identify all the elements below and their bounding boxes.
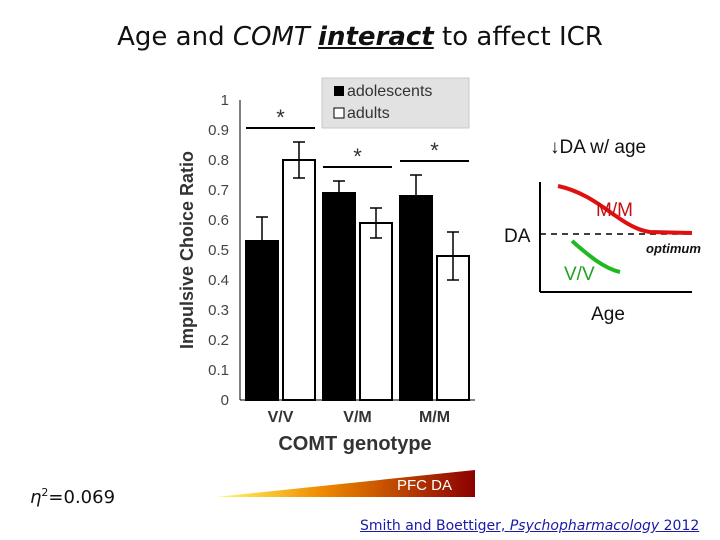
y-axis-label: Impulsive Choice Ratio bbox=[177, 151, 197, 349]
error-bar bbox=[410, 174, 422, 218]
eta-symbol: η bbox=[30, 487, 42, 508]
significance-star: * bbox=[276, 105, 285, 130]
citation-journal: Psychopharmacology bbox=[509, 518, 660, 534]
legend-label-adults: adults bbox=[347, 105, 390, 122]
pfc-da-gradient bbox=[216, 470, 475, 497]
citation-year: 2012 bbox=[659, 518, 700, 534]
error-bar bbox=[256, 216, 268, 266]
error-bar bbox=[370, 207, 382, 239]
error-bar bbox=[447, 231, 459, 281]
title-part2: to affect ICR bbox=[433, 22, 603, 52]
x-axis-label: COMT genotype bbox=[278, 433, 431, 455]
bar-adolescents-M/M bbox=[399, 195, 433, 401]
schematic-x-label: Age bbox=[591, 304, 625, 325]
significance-marks: * * * bbox=[246, 105, 469, 169]
schematic-title: ↓DA w/ age bbox=[550, 137, 646, 158]
error-bar bbox=[333, 180, 345, 206]
legend: adolescents adults bbox=[321, 77, 470, 129]
citation-link[interactable]: Smith and Boettiger, Psychopharmacology … bbox=[360, 518, 699, 534]
x-tick-label: M/M bbox=[419, 409, 450, 426]
y-tick-label: 0.4 bbox=[208, 272, 229, 289]
x-tick-label: V/M bbox=[343, 409, 371, 426]
x-tick-label: V/V bbox=[268, 409, 294, 426]
eta-superscript: 2 bbox=[41, 486, 49, 499]
error-bars bbox=[256, 141, 459, 281]
bars bbox=[245, 159, 470, 401]
schematic-y-label: DA bbox=[504, 226, 531, 247]
bar-adults-V/M bbox=[359, 222, 393, 401]
schematic: ↓DA w/ age DA M/M V/V optimum Age bbox=[504, 137, 701, 325]
y-tick-label: 0.5 bbox=[208, 242, 229, 259]
title-gene: COMT bbox=[232, 22, 310, 52]
x-tick-labels: V/V V/M M/M bbox=[268, 409, 450, 426]
effect-size-label: η2=0.069 bbox=[30, 486, 115, 508]
y-tick-label: 0.6 bbox=[208, 212, 229, 229]
legend-swatch-adults bbox=[333, 107, 345, 119]
citation-authors: Smith and Boettiger, bbox=[360, 518, 510, 534]
y-tick-label: 0.8 bbox=[208, 152, 229, 169]
eta-value: =0.069 bbox=[48, 487, 116, 508]
bar-adults-V/V bbox=[282, 159, 316, 401]
error-bar bbox=[293, 141, 305, 179]
significance-star: * bbox=[353, 144, 362, 169]
bar-adolescents-V/V bbox=[245, 240, 279, 401]
schematic-vv-label: V/V bbox=[564, 264, 595, 285]
pfc-da-label: PFC DA bbox=[397, 477, 452, 494]
y-tick-label: 0.1 bbox=[208, 362, 229, 379]
legend-box bbox=[321, 77, 470, 129]
schematic-vv-curve bbox=[570, 239, 621, 274]
y-tick-label: 0.2 bbox=[208, 332, 229, 349]
y-tick-label: 0.7 bbox=[208, 182, 229, 199]
schematic-mm-label: M/M bbox=[596, 200, 633, 221]
y-tick-label: 0.9 bbox=[208, 122, 229, 139]
y-tick-label: 0 bbox=[221, 392, 229, 409]
slide-title: Age and COMT interact to affect ICR bbox=[0, 22, 720, 52]
y-tick-labels: 0 0.1 0.2 0.3 0.4 0.5 0.6 0.7 0.8 0.9 1 bbox=[208, 92, 229, 409]
significance-star: * bbox=[430, 138, 439, 163]
y-tick-label: 1 bbox=[221, 92, 229, 109]
bar-adolescents-V/M bbox=[322, 192, 356, 401]
y-tick-label: 0.3 bbox=[208, 302, 229, 319]
schematic-optimum-label: optimum bbox=[646, 241, 701, 256]
title-part1: Age and bbox=[117, 22, 233, 52]
schematic-mm-curve bbox=[557, 184, 693, 235]
title-emphasis: interact bbox=[318, 22, 434, 52]
legend-swatch-adolescents bbox=[334, 86, 344, 96]
legend-label-adolescents: adolescents bbox=[347, 83, 432, 100]
